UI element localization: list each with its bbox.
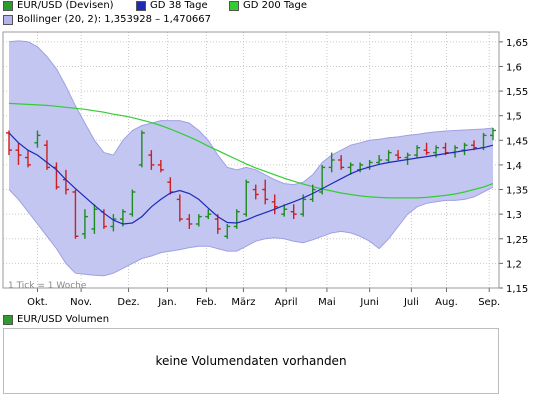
- legend-label-gd38: GD 38 Tage: [150, 0, 208, 11]
- price-bar: [233, 209, 240, 229]
- x-tick-label: Okt.: [27, 297, 48, 308]
- volume-legend: EUR/USD Volumen: [3, 314, 109, 325]
- price-bar: [224, 224, 231, 239]
- y-tick-label: 1,45: [506, 136, 528, 147]
- price-bar: [91, 204, 98, 234]
- price-bar: [129, 189, 136, 217]
- y-tick-label: 1,35: [506, 186, 528, 197]
- x-tick-label: Juni: [359, 297, 378, 308]
- price-bar: [338, 155, 345, 170]
- volume-panel: keine Volumendaten vorhanden: [3, 328, 499, 394]
- bollinger-upper-line: [8, 40, 494, 186]
- y-tick-label: 1,25: [506, 235, 528, 246]
- price-bar: [186, 214, 193, 229]
- price-bar: [138, 130, 145, 168]
- plot-area-frame: [2, 31, 500, 289]
- price-bar: [24, 150, 31, 168]
- price-bar: [290, 204, 297, 220]
- price-bar: [195, 214, 202, 227]
- x-tick-label: März: [231, 297, 255, 308]
- price-bar: [319, 164, 326, 195]
- y-tick-label: 1,4: [506, 161, 522, 172]
- y-axis-labels: 1,15 1,2 1,25 1,3 1,35 1,4 1,45 1,5 1,55 1,6 1,65: [506, 38, 528, 295]
- x-tick-label: Aug.: [435, 297, 458, 308]
- legend-label-bollinger: Bollinger (20, 2): 1,353928 – 1,470667: [17, 14, 212, 25]
- price-bar: [81, 209, 88, 239]
- price-bar: [252, 184, 259, 200]
- gd200-line: [8, 102, 494, 199]
- price-bar: [414, 145, 421, 158]
- volume-legend-swatch: [3, 314, 13, 325]
- x-tick-label: Mai: [318, 297, 336, 308]
- price-bar: [471, 140, 478, 151]
- y-tick-label: 1,55: [506, 87, 528, 98]
- price-bar: [271, 194, 278, 215]
- legend-swatch-gd200: [229, 0, 239, 11]
- price-bar: [34, 130, 41, 148]
- price-bar: [6, 130, 12, 156]
- legend-item-gd38: GD 38 Tage: [136, 0, 208, 11]
- price-bar: [423, 142, 430, 156]
- legend-label-gd200: GD 200 Tage: [243, 0, 307, 11]
- volume-legend-label: EUR/USD Volumen: [17, 314, 110, 325]
- x-tick-label: Jan.: [157, 297, 177, 308]
- price-bar: [262, 179, 269, 205]
- legend-label-eurusd: EUR/USD (Devisen): [17, 0, 114, 11]
- legend-item-eurusd: EUR/USD (Devisen): [3, 0, 114, 11]
- x-tick-label: Dez.: [117, 297, 139, 308]
- legend-item-bollinger: Bollinger (20, 2): 1,353928 – 1,470667: [3, 14, 211, 25]
- price-bar: [385, 150, 392, 163]
- y-tick-label: 1,15: [506, 284, 528, 295]
- volume-empty-message: keine Volumendaten vorhanden: [155, 354, 347, 368]
- bollinger-band: [9, 40, 493, 276]
- x-tick-label: April: [275, 297, 298, 308]
- price-bar: [347, 162, 354, 175]
- price-bar: [43, 140, 50, 170]
- price-bar: [395, 150, 402, 160]
- price-bar: [243, 179, 250, 217]
- legend-swatch-bollinger: [3, 14, 13, 25]
- legend-swatch-eurusd: [3, 0, 13, 11]
- bollinger-lower-line: [8, 186, 494, 277]
- price-bar: [376, 155, 383, 165]
- price-bar: [72, 189, 79, 239]
- price-bar: [404, 152, 411, 165]
- price-chart: 1,151,21,251,31,351,41,451,51,551,61,65 …: [2, 31, 528, 308]
- price-bar: [157, 160, 164, 173]
- y-tick-label: 1,6: [506, 62, 522, 73]
- price-bar: [214, 214, 221, 234]
- price-bar: [110, 214, 117, 232]
- price-bar: [176, 194, 183, 222]
- y-tick-label: 1,3: [506, 210, 522, 221]
- x-tick-label: Feb.: [196, 297, 217, 308]
- x-tick-label: Sep.: [478, 297, 500, 308]
- x-tick-label: Nov.: [70, 297, 92, 308]
- price-bar: [281, 204, 288, 217]
- legend-swatch-gd38: [136, 0, 146, 11]
- y-tick-label: 1,5: [506, 112, 522, 123]
- y-tick-label: 1,2: [506, 259, 522, 270]
- price-bar: [15, 142, 22, 165]
- price-bar: [490, 128, 496, 141]
- tick-note: 1 Tick = 1 Woche: [8, 281, 87, 291]
- x-axis-labels: Okt. Nov. Dez. Jan. Feb. März April Mai Juni Juli…: [27, 297, 500, 308]
- price-bar: [205, 209, 212, 220]
- legend-item-gd200: GD 200 Tage: [229, 0, 307, 11]
- gd38-line: [8, 132, 494, 225]
- y-tick-label: 1,65: [506, 38, 528, 49]
- price-bar: [328, 152, 335, 173]
- x-tick-label: Juli: [403, 297, 419, 308]
- price-bar: [148, 150, 155, 170]
